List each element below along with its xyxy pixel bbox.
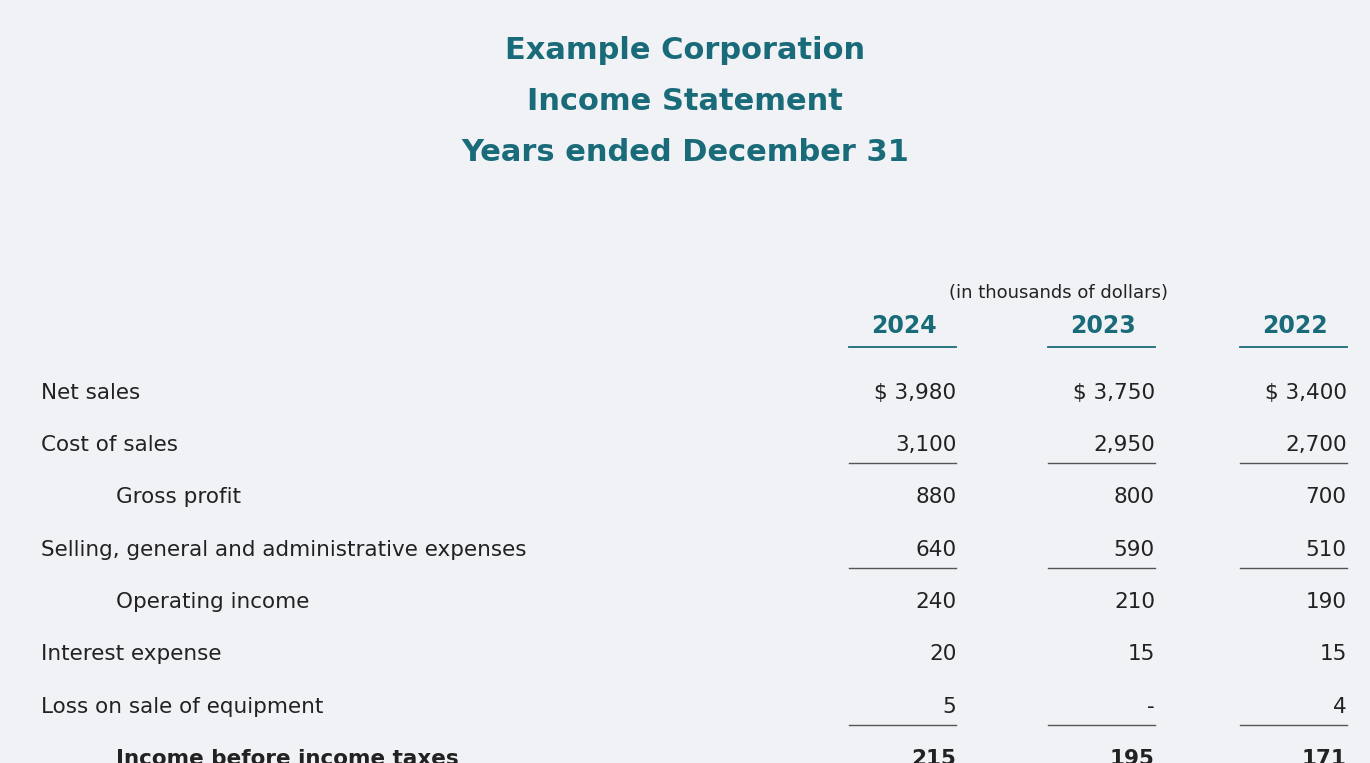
Text: Interest expense: Interest expense bbox=[41, 645, 222, 665]
Text: 640: 640 bbox=[915, 539, 956, 560]
Text: -: - bbox=[1147, 697, 1155, 716]
Text: 4: 4 bbox=[1333, 697, 1347, 716]
Text: Example Corporation: Example Corporation bbox=[506, 37, 864, 66]
Text: 15: 15 bbox=[1128, 645, 1155, 665]
Text: 3,100: 3,100 bbox=[895, 435, 956, 455]
Text: 195: 195 bbox=[1110, 749, 1155, 763]
Text: $ 3,400: $ 3,400 bbox=[1265, 383, 1347, 403]
Text: 5: 5 bbox=[943, 697, 956, 716]
Text: 2,950: 2,950 bbox=[1093, 435, 1155, 455]
Text: 210: 210 bbox=[1114, 592, 1155, 612]
Text: Income Statement: Income Statement bbox=[527, 87, 843, 116]
Text: Selling, general and administrative expenses: Selling, general and administrative expe… bbox=[41, 539, 526, 560]
Text: 20: 20 bbox=[929, 645, 956, 665]
Text: 800: 800 bbox=[1114, 488, 1155, 507]
Text: Loss on sale of equipment: Loss on sale of equipment bbox=[41, 697, 323, 716]
Text: $ 3,980: $ 3,980 bbox=[874, 383, 956, 403]
Text: 2023: 2023 bbox=[1070, 314, 1136, 338]
Text: Net sales: Net sales bbox=[41, 383, 140, 403]
Text: Operating income: Operating income bbox=[116, 592, 310, 612]
Text: Cost of sales: Cost of sales bbox=[41, 435, 178, 455]
Text: Years ended December 31: Years ended December 31 bbox=[462, 138, 908, 167]
Text: 215: 215 bbox=[911, 749, 956, 763]
Text: 2022: 2022 bbox=[1262, 314, 1328, 338]
Text: 2024: 2024 bbox=[871, 314, 937, 338]
Text: 171: 171 bbox=[1302, 749, 1347, 763]
Text: Gross profit: Gross profit bbox=[116, 488, 241, 507]
Text: 240: 240 bbox=[915, 592, 956, 612]
Text: 700: 700 bbox=[1306, 488, 1347, 507]
Text: 510: 510 bbox=[1306, 539, 1347, 560]
Text: 190: 190 bbox=[1306, 592, 1347, 612]
Text: 15: 15 bbox=[1319, 645, 1347, 665]
Text: 880: 880 bbox=[915, 488, 956, 507]
Text: Income before income taxes: Income before income taxes bbox=[116, 749, 459, 763]
Text: (in thousands of dollars): (in thousands of dollars) bbox=[949, 284, 1167, 302]
Text: 2,700: 2,700 bbox=[1285, 435, 1347, 455]
Text: $ 3,750: $ 3,750 bbox=[1073, 383, 1155, 403]
Text: 590: 590 bbox=[1114, 539, 1155, 560]
